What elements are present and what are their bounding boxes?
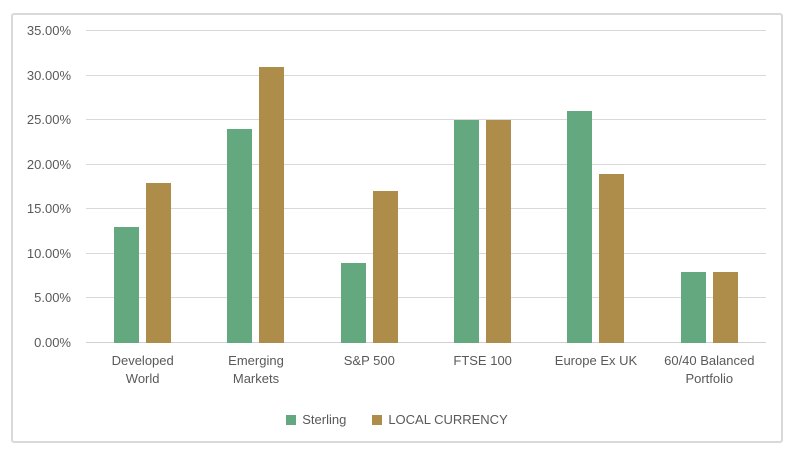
bar-local-currency[interactable] bbox=[599, 173, 625, 343]
x-label-cell: S&P 500 bbox=[313, 352, 426, 388]
x-label-cell: FTSE 100 bbox=[426, 352, 539, 388]
bar-group bbox=[199, 31, 312, 343]
y-axis: 0.00% 5.00% 10.00% 15.00% 20.00% 25.00% 30.00%… bbox=[13, 23, 71, 350]
y-tick-label: 10.00% bbox=[26, 245, 71, 261]
legend: Sterling LOCAL CURRENCY bbox=[13, 413, 781, 427]
x-category-label: 60/40 Balanced Portfolio bbox=[664, 353, 755, 386]
gridline-35 bbox=[86, 30, 766, 31]
bar-group bbox=[86, 31, 199, 343]
bar-group bbox=[539, 31, 652, 343]
bar-local-currency[interactable] bbox=[486, 120, 512, 343]
x-category-label: Developed World bbox=[111, 353, 174, 386]
x-category-label: FTSE 100 bbox=[453, 353, 512, 368]
gridline-10 bbox=[86, 252, 766, 254]
chart-frame: 0.00% 5.00% 10.00% 15.00% 20.00% 25.00% 30.00%… bbox=[11, 13, 783, 443]
bar-sterling[interactable] bbox=[114, 227, 140, 343]
bar-group bbox=[426, 31, 539, 343]
bars-layer bbox=[86, 31, 766, 343]
x-label-cell: Europe Ex UK bbox=[539, 352, 652, 388]
bar-local-currency[interactable] bbox=[712, 271, 738, 343]
bar-sterling[interactable] bbox=[227, 129, 253, 343]
y-tick-label: 35.00% bbox=[26, 23, 71, 38]
bar-sterling[interactable] bbox=[567, 111, 593, 343]
legend-label: Sterling bbox=[302, 412, 347, 427]
x-category-label: S&P 500 bbox=[343, 353, 395, 368]
x-label-cell: Emerging Markets bbox=[199, 352, 312, 388]
x-category-label: Emerging Markets bbox=[228, 353, 284, 386]
bar-sterling[interactable] bbox=[454, 120, 480, 343]
y-tick-label: 15.00% bbox=[26, 201, 71, 217]
x-label-cell: 60/40 Balanced Portfolio bbox=[653, 352, 766, 388]
gridline-25 bbox=[86, 119, 766, 121]
legend-item-sterling[interactable]: Sterling bbox=[286, 413, 346, 427]
bar-sterling[interactable] bbox=[680, 271, 706, 343]
legend-label: LOCAL CURRENCY bbox=[388, 412, 508, 427]
legend-swatch-icon bbox=[372, 415, 383, 425]
gridline-5 bbox=[86, 297, 766, 299]
bar-group bbox=[653, 31, 766, 343]
bar-local-currency[interactable] bbox=[146, 182, 172, 343]
y-tick-label: 0.00% bbox=[34, 335, 71, 350]
y-tick-label: 30.00% bbox=[26, 67, 71, 83]
bar-local-currency[interactable] bbox=[259, 66, 285, 343]
gridline-30 bbox=[86, 74, 766, 76]
y-tick-label: 20.00% bbox=[26, 156, 71, 172]
legend-swatch-icon bbox=[286, 415, 297, 425]
y-tick-label: 5.00% bbox=[34, 290, 71, 306]
x-label-cell: Developed World bbox=[86, 352, 199, 388]
y-tick-label: 25.00% bbox=[26, 112, 71, 128]
bar-group bbox=[313, 31, 426, 343]
gridline-15 bbox=[86, 208, 766, 210]
gridline-20 bbox=[86, 163, 766, 165]
bar-local-currency[interactable] bbox=[372, 191, 398, 343]
legend-item-local-currency[interactable]: LOCAL CURRENCY bbox=[372, 412, 508, 427]
bar-sterling[interactable] bbox=[340, 262, 366, 343]
gridline-0 bbox=[86, 342, 766, 343]
x-axis: Developed World Emerging Markets S&P 500 FT… bbox=[86, 352, 766, 388]
x-category-label: Europe Ex UK bbox=[554, 353, 638, 368]
plot-area bbox=[86, 30, 766, 343]
